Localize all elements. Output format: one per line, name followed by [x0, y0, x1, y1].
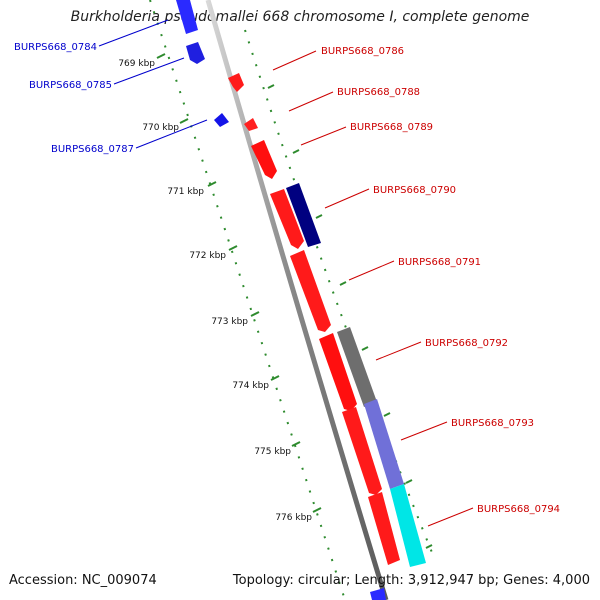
tick-label-770: 770 kbp [142, 123, 179, 133]
tick-773 [250, 311, 260, 317]
leader-0789 [300, 126, 347, 146]
gene-label[interactable]: BURPS668_0791 [398, 257, 481, 268]
leader-0791 [348, 260, 395, 281]
outer-dash [383, 412, 391, 417]
outer-dash [267, 84, 275, 89]
gene-label[interactable]: BURPS668_0792 [425, 338, 508, 349]
tick-772 [228, 245, 238, 251]
gene-feature-0785[interactable] [186, 42, 205, 64]
outer-dash [292, 149, 300, 154]
leader-0792 [375, 341, 422, 361]
reverse-strand-genes [176, 0, 386, 600]
gene-label[interactable]: BURPS668_0785 [29, 80, 112, 91]
gene-feature-0794[interactable] [368, 492, 400, 565]
gene-block-0794[interactable] [390, 484, 426, 567]
gene-label[interactable]: BURPS668_0787 [51, 144, 134, 155]
leader-0787 [135, 119, 208, 149]
leader-0790 [324, 188, 370, 209]
outer-feature-blocks [286, 183, 426, 567]
outer-dash [405, 479, 413, 484]
tick-label-772: 772 kbp [189, 251, 226, 261]
leader-0793 [400, 421, 448, 441]
outer-ruler-dashes [267, 84, 433, 549]
gene-feature-0784[interactable] [176, 0, 198, 34]
leader-0788 [288, 91, 334, 112]
leader-0785 [113, 57, 185, 85]
gene-block-0793[interactable] [364, 399, 404, 489]
leader-0784 [98, 19, 169, 47]
tick-775 [291, 441, 301, 447]
gene-block-0792[interactable] [337, 327, 377, 407]
label-leader-lines [98, 19, 474, 527]
tick-label-773: 773 kbp [211, 317, 248, 327]
gene-label[interactable]: BURPS668_0794 [477, 504, 560, 515]
gene-label[interactable]: BURPS668_0789 [350, 122, 433, 133]
gene-feature-0793[interactable] [342, 407, 382, 495]
gene-feature-0788-end[interactable] [370, 588, 386, 600]
topology-label: Topology: circular; Length: 3,912,947 bp… [232, 573, 590, 588]
gene-feature-0792[interactable] [319, 333, 357, 411]
kbp-tick-labels: 769 kbp 770 kbp 771 kbp 772 kbp 773 kbp … [118, 59, 312, 523]
gene-label[interactable]: BURPS668_0788 [337, 87, 420, 98]
tick-label-776: 776 kbp [275, 513, 312, 523]
gene-label[interactable]: BURPS668_0790 [373, 185, 456, 196]
gene-label[interactable]: BURPS668_0793 [451, 418, 534, 429]
tick-769 [156, 53, 166, 59]
gene-feature-0786[interactable] [228, 73, 244, 92]
kbp-tick-marks [156, 53, 322, 513]
gene-label[interactable]: BURPS668_0786 [321, 46, 404, 57]
tick-label-775: 775 kbp [254, 447, 291, 457]
accession-label: Accession: NC_009074 [9, 573, 157, 588]
tick-label-769: 769 kbp [118, 59, 155, 69]
outer-dash [339, 281, 347, 286]
forward-strand-genes [228, 73, 400, 565]
gene-label[interactable]: BURPS668_0784 [14, 42, 97, 53]
gene-feature-0791[interactable] [290, 250, 331, 332]
gene-feature-0787[interactable] [214, 113, 229, 127]
gene-feature-0790-red[interactable] [270, 189, 304, 249]
outer-dash [361, 346, 369, 351]
tick-770 [179, 118, 189, 124]
outer-ruler-arc [244, 29, 436, 561]
tick-label-774: 774 kbp [232, 381, 269, 391]
tick-label-771: 771 kbp [167, 187, 204, 197]
gene-block-0790[interactable] [286, 183, 321, 247]
gene-feature-0788[interactable] [244, 118, 258, 131]
outer-dash [315, 214, 323, 219]
gene-feature-0789[interactable] [251, 140, 277, 179]
tick-776 [312, 507, 322, 513]
tick-771 [207, 181, 217, 187]
gene-labels: BURPS668_0784 BURPS668_0785 BURPS668_078… [14, 42, 560, 515]
outer-dash [425, 544, 433, 549]
leader-0794 [427, 507, 474, 527]
tick-774 [270, 375, 280, 381]
leader-0786 [272, 50, 317, 71]
